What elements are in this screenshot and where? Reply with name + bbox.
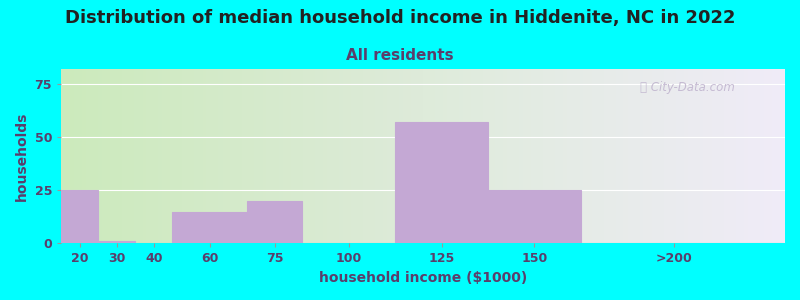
Bar (173, 212, 246, 243)
Text: Distribution of median household income in Hiddenite, NC in 2022: Distribution of median household income … (65, 9, 735, 27)
Bar (488, 190, 581, 243)
Y-axis label: households: households (15, 112, 29, 201)
Bar (61, 190, 98, 243)
Bar (246, 201, 302, 243)
X-axis label: household income ($1000): household income ($1000) (319, 271, 527, 285)
Text: ⓘ City-Data.com: ⓘ City-Data.com (640, 81, 735, 94)
Text: All residents: All residents (346, 48, 454, 63)
Bar (98, 241, 135, 243)
Bar (395, 122, 488, 243)
